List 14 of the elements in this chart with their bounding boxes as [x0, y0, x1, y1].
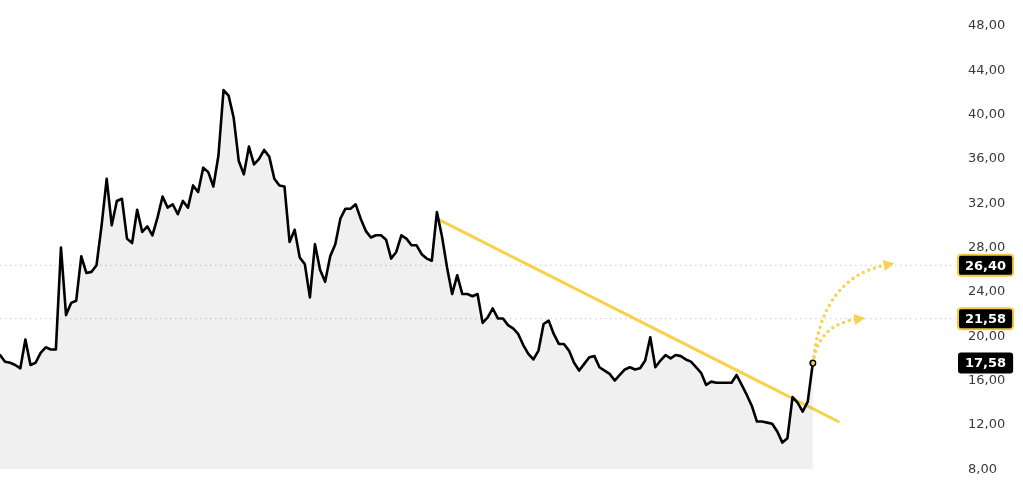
text: 17,58: [965, 355, 1007, 371]
y-tick-label: 48,00: [968, 17, 1006, 33]
y-tick-label: 8,00: [968, 460, 997, 476]
y-tick-label: 44,00: [968, 61, 1006, 77]
ref-line-label: 21,58: [965, 311, 1007, 327]
y-tick-label: 32,00: [968, 194, 1006, 210]
y-tick-label: 20,00: [968, 327, 1006, 343]
y-tick-label: 36,00: [968, 150, 1006, 166]
y-tick-label: 12,00: [968, 416, 1006, 432]
y-tick-label: 28,00: [968, 238, 1006, 254]
y-tick-label: 24,00: [968, 283, 1006, 299]
ref-line-label: 26,40: [965, 257, 1007, 273]
y-tick-label: 40,00: [968, 105, 1006, 121]
y-tick-label: 16,00: [968, 371, 1006, 387]
